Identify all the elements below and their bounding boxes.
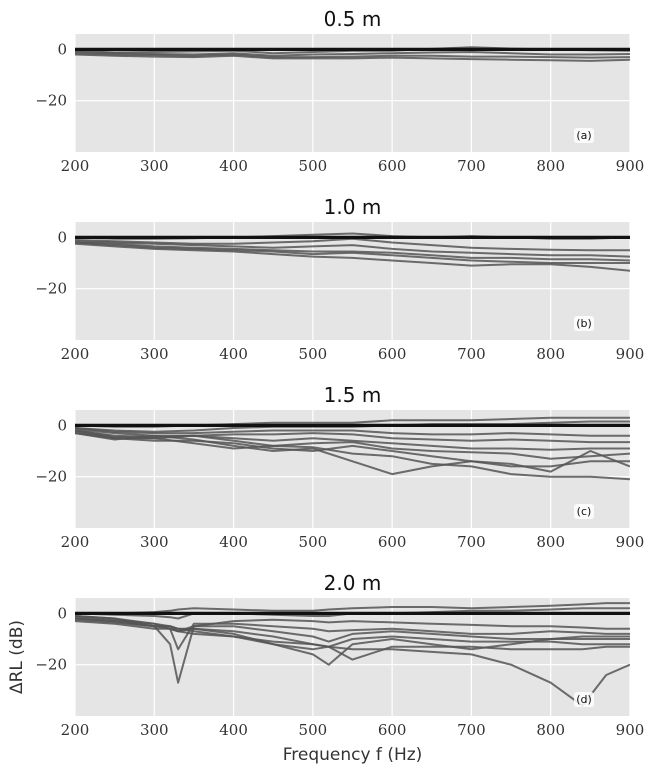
plot-area [75,222,630,340]
panel-title: 0.5 m [324,7,382,31]
y-tick-label: −20 [35,92,67,110]
x-tick-label: 600 [378,533,407,551]
x-tick-label: 400 [219,345,248,363]
series-line-3 [75,241,630,262]
panel-title: 2.0 m [324,571,382,595]
y-axis-label: ΔRL (dB) [7,620,27,694]
x-tick-label: 400 [219,533,248,551]
x-tick-label: 400 [219,157,248,175]
x-tick-label: 200 [61,157,90,175]
series-line-4 [75,241,630,264]
panel-2: 1.5 m 200 300 400 500 600 700 800 900 0 −20 (c) [35,383,644,551]
panel-tag-bg [574,692,594,707]
x-tick-label: 300 [140,157,169,175]
x-tick-label: 800 [536,345,565,363]
y-tick-label: 0 [57,228,67,246]
x-tick-label: 900 [616,157,645,175]
series-line-1 [75,607,630,620]
series-group [75,46,630,62]
panel-tag: (b) [576,317,592,330]
series-line-2 [75,240,630,258]
x-tick-label: 500 [299,345,328,363]
x-tick-label: 500 [299,157,328,175]
x-tick-label: 400 [219,721,248,739]
series-line-0 [75,602,630,615]
x-axis-label: Frequency f (Hz) [283,745,423,765]
x-tick-label: 300 [140,721,169,739]
panel-tag: (c) [577,505,592,518]
x-tick-label: 600 [378,157,407,175]
x-tick-label: 200 [61,721,90,739]
panel-3: 2.0 m 200 300 400 500 600 700 800 900 0 −20 (d) Freq… [7,571,644,765]
x-tick-label: 700 [457,157,486,175]
x-tick-label: 600 [378,345,407,363]
x-tick-label: 700 [457,533,486,551]
y-tick-label: −20 [35,656,67,674]
x-tick-label: 300 [140,345,169,363]
panel-title: 1.5 m [324,383,382,407]
x-tick-label: 700 [457,345,486,363]
x-tick-label: 800 [536,721,565,739]
x-tick-label: 900 [616,721,645,739]
x-tick-label: 500 [299,721,328,739]
x-tick-label: 900 [616,533,645,551]
series-group [75,232,630,272]
series-group [75,602,630,707]
x-tick-label: 200 [61,345,90,363]
series-line-2 [75,615,630,684]
series-line-8 [75,432,630,481]
x-tick-label: 800 [536,157,565,175]
series-line-5 [75,242,630,272]
panel-tag-bg [574,316,594,331]
series-line-1 [75,51,630,57]
panel-tag-bg [574,504,594,519]
panel-title: 1.0 m [324,195,382,219]
y-tick-label: −20 [35,280,67,298]
y-tick-label: 0 [57,40,67,58]
panel-1: 1.0 m 200 300 400 500 600 700 800 900 0 −20 (b) [35,195,644,363]
x-tick-label: 500 [299,533,328,551]
series-line-2 [75,427,630,437]
panel-tag: (d) [576,693,592,706]
panel-tag-bg [574,128,594,143]
panel-tag: (a) [576,129,591,142]
series-group [75,416,630,481]
x-tick-label: 700 [457,721,486,739]
series-line-8 [75,620,630,707]
x-tick-label: 200 [61,533,90,551]
x-tick-label: 800 [536,533,565,551]
series-line-2 [75,52,630,59]
x-tick-label: 600 [378,721,407,739]
y-tick-label: 0 [57,604,67,622]
series-line-7 [75,432,630,476]
x-tick-label: 300 [140,533,169,551]
y-tick-label: −20 [35,468,67,486]
series-line-3 [75,53,630,62]
y-tick-label: 0 [57,416,67,434]
x-tick-label: 900 [616,345,645,363]
panel-0: 0.5 m 200 300 400 500 600 700 800 900 0 −20 (a) [35,7,644,175]
